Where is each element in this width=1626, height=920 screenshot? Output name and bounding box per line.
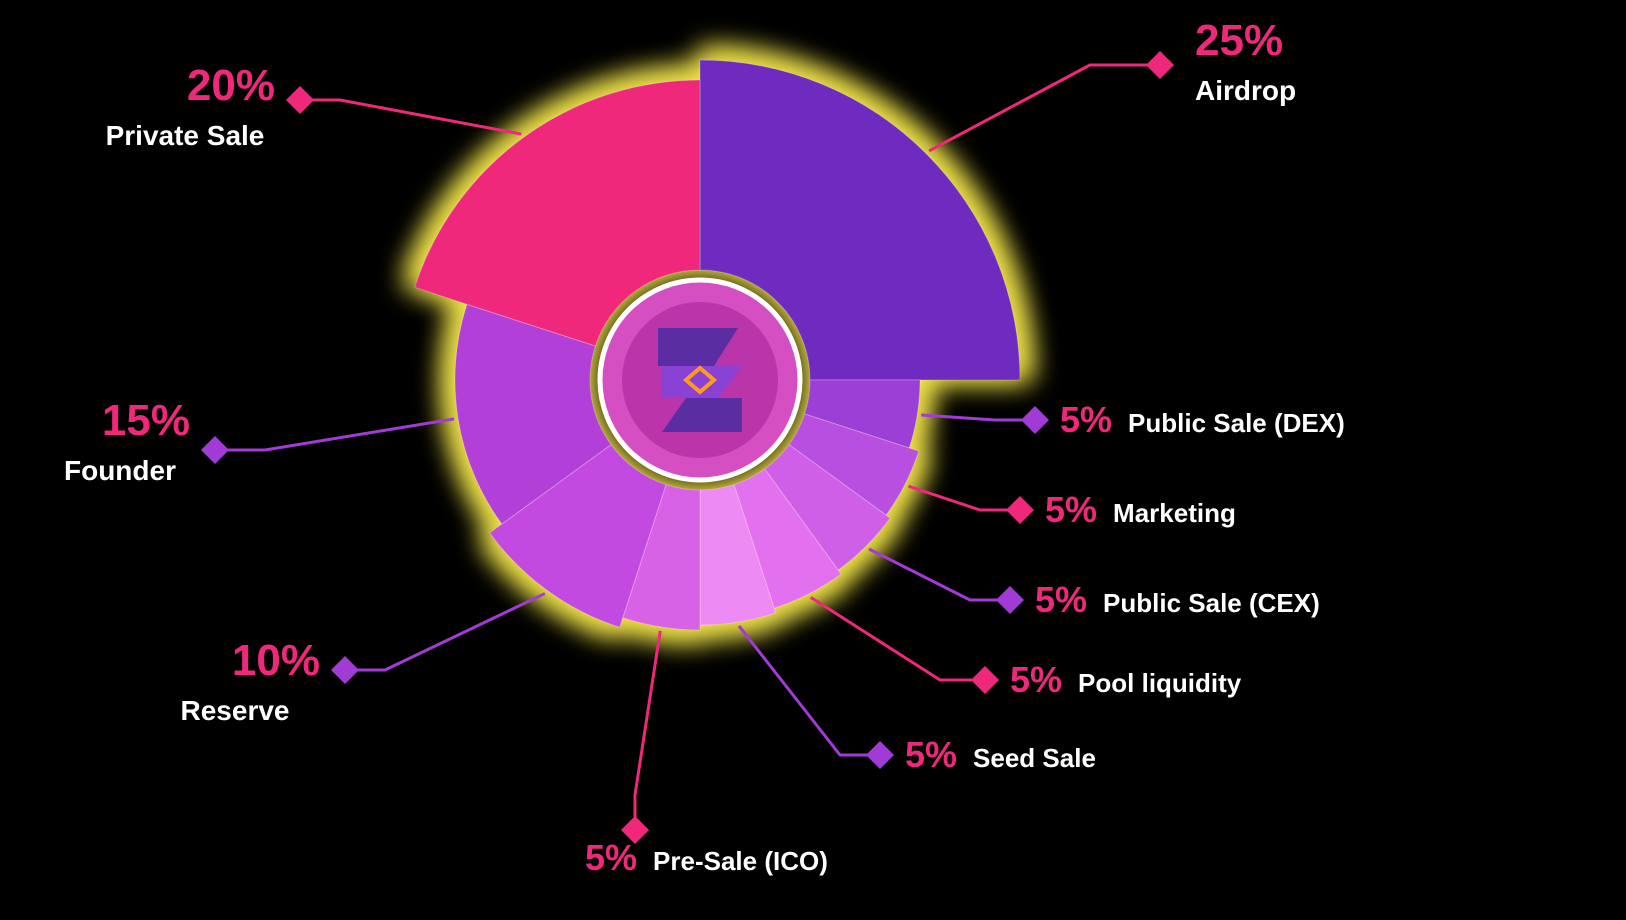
leader-diamond [1021, 406, 1049, 434]
leader-diamond [996, 586, 1024, 614]
callout-pub-cex: 5% Public Sale (CEX) [1035, 579, 1320, 620]
callout-label-private: Private Sale [106, 120, 265, 151]
leader-presale [635, 631, 660, 830]
leader-founder [215, 419, 454, 450]
callout-label-airdrop: Airdrop [1195, 75, 1296, 106]
callout-presale: 5% Pre-Sale (ICO) [585, 837, 828, 878]
callout-pct-private: 20% [187, 61, 275, 110]
leader-marketing [908, 486, 1020, 510]
callout-label-reserve: Reserve [181, 695, 290, 726]
center-coin [600, 280, 800, 480]
callout-pool: 5% Pool liquidity [1010, 659, 1242, 700]
tokenomics-chart: 25% Airdrop 5% Public Sale (DEX) 5% Marketi… [0, 0, 1626, 920]
callout-seed: 5% Seed Sale [905, 734, 1096, 775]
leader-diamond [866, 741, 894, 769]
callout-pct-airdrop: 25% [1195, 16, 1283, 65]
leader-private [300, 100, 521, 134]
leader-diamond [286, 86, 314, 114]
leader-diamond [1146, 51, 1174, 79]
leader-diamond [971, 666, 999, 694]
callout-pct-founder: 15% [102, 396, 190, 445]
leader-pub-cex [869, 549, 1010, 600]
leader-diamond [331, 656, 359, 684]
leader-pool [811, 597, 985, 680]
callout-marketing: 5% Marketing [1045, 489, 1236, 530]
leader-pub-dex [921, 415, 1035, 420]
leader-seed [739, 626, 880, 755]
callout-pct-reserve: 10% [232, 636, 320, 685]
callout-label-founder: Founder [64, 455, 176, 486]
callout-pub-dex: 5% Public Sale (DEX) [1060, 399, 1345, 440]
leader-diamond [1006, 496, 1034, 524]
leader-diamond [201, 436, 229, 464]
leader-airdrop [929, 65, 1160, 151]
leader-reserve [345, 594, 545, 670]
